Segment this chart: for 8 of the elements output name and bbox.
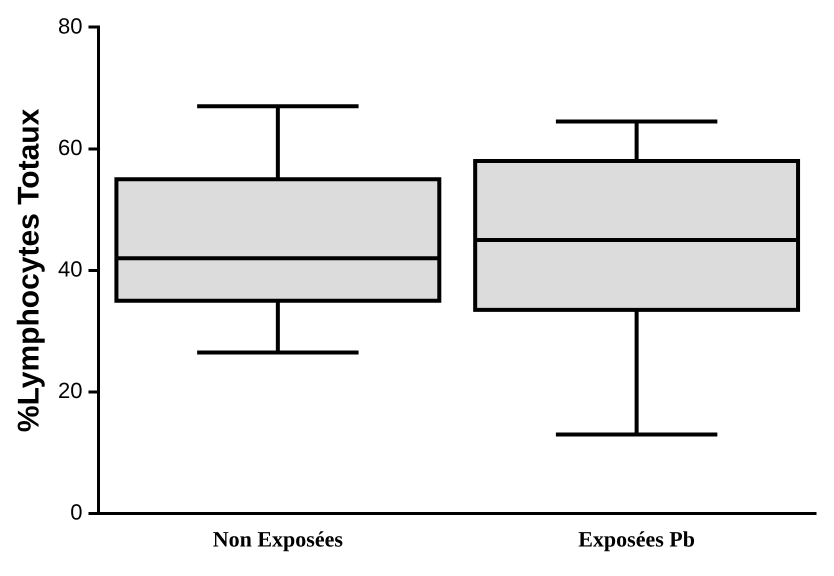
y-axis-title: %Lymphocytes Totaux	[12, 108, 46, 432]
x-tick-label: Non Exposées	[212, 526, 344, 552]
y-tick-label: 40	[58, 256, 82, 282]
x-tick-label: Exposées Pb	[578, 526, 695, 552]
y-tick-label: 20	[58, 378, 82, 404]
y-tick-label: 80	[58, 13, 82, 38]
y-tick-label: 60	[58, 134, 82, 160]
y-tick-label: 0	[70, 500, 82, 525]
